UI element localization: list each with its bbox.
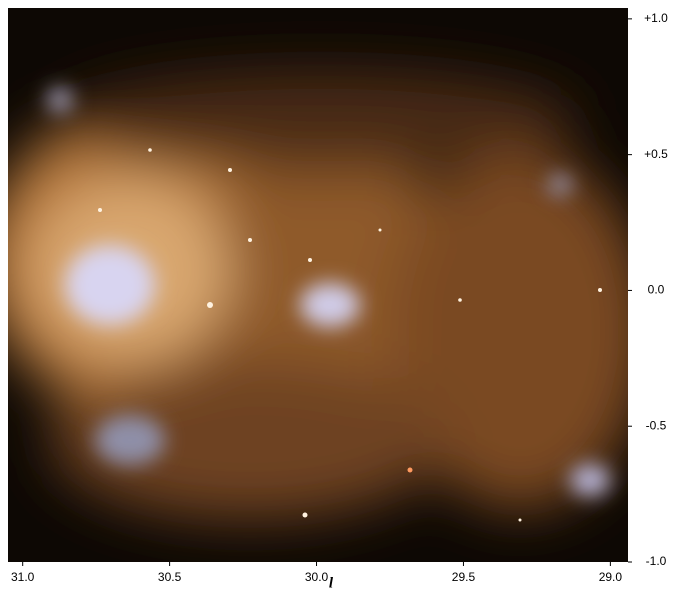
x-axis-label: l <box>329 575 334 591</box>
x-tick-label: 29.5 <box>452 570 476 584</box>
y-tick-label: -0.5 <box>646 418 667 432</box>
x-tick-label: 30.5 <box>158 570 182 584</box>
x-tick-label: 29.0 <box>599 570 623 584</box>
x-tick-label: 30.0 <box>305 570 329 584</box>
y-tick-label: +0.5 <box>644 147 668 161</box>
x-tick-label: 31.0 <box>11 570 35 584</box>
y-tick-label: 0.0 <box>648 283 665 297</box>
y-tick-label: -1.0 <box>646 554 667 568</box>
y-tick-label: +1.0 <box>644 11 668 25</box>
sky-image <box>8 8 628 562</box>
